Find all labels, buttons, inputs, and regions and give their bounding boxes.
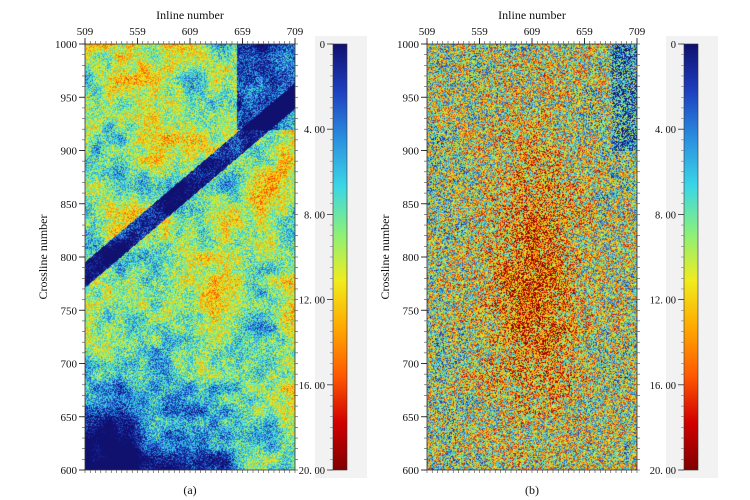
colorbar-tick-label: 8. 00 bbox=[304, 210, 325, 221]
colorbar: 0 4. 00 8. 00 12. 00 16. 00 20. 00 bbox=[650, 36, 718, 478]
x-axis-label: Inline number bbox=[498, 8, 566, 22]
heatmap-image bbox=[85, 44, 295, 470]
x-tick-label: 509 bbox=[77, 26, 94, 38]
colorbar-tick-label: 20. 00 bbox=[650, 466, 676, 477]
y-axis-label: Crossline number bbox=[36, 215, 50, 300]
colorbar-tick-label: 4. 00 bbox=[655, 125, 676, 136]
y-tick-label: 1000 bbox=[55, 39, 78, 51]
colorbar-tick-label: 0 bbox=[671, 40, 676, 51]
colorbar-gradient bbox=[683, 43, 699, 471]
heatmap-panel-a: 509 559 609 659 709 1000 950 900 850 800 750 700 650… bbox=[36, 8, 367, 497]
colorbar-tick-label: 0 bbox=[320, 40, 325, 51]
y-tick-label: 950 bbox=[403, 92, 420, 104]
x-tick-label: 609 bbox=[524, 26, 541, 38]
x-tick-label: 709 bbox=[629, 26, 646, 38]
y-tick-label: 850 bbox=[403, 199, 420, 211]
panel-label: (a) bbox=[183, 483, 196, 497]
colorbar-tick-label: 12. 00 bbox=[299, 296, 325, 307]
x-tick-label: 559 bbox=[129, 26, 146, 38]
x-tick-label: 559 bbox=[471, 26, 488, 38]
colorbar-tick-label: 20. 00 bbox=[299, 466, 325, 477]
y-tick-label: 1000 bbox=[397, 39, 420, 51]
y-tick-label: 850 bbox=[61, 199, 78, 211]
y-tick-label: 800 bbox=[403, 252, 420, 264]
colorbar-tick-label: 16. 00 bbox=[299, 381, 325, 392]
y-tick-label: 900 bbox=[403, 146, 420, 158]
y-tick-label: 650 bbox=[61, 412, 78, 424]
colorbar-gradient bbox=[332, 43, 348, 471]
x-axis-label: Inline number bbox=[156, 8, 224, 22]
panel-label: (b) bbox=[525, 483, 539, 497]
colorbar-tick-label: 8. 00 bbox=[655, 210, 676, 221]
y-tick-label: 650 bbox=[403, 412, 420, 424]
y-tick-label: 750 bbox=[61, 305, 78, 317]
y-axis-label: Crossline number bbox=[378, 215, 392, 300]
y-tick-label: 750 bbox=[403, 305, 420, 317]
y-tick-label: 950 bbox=[61, 92, 78, 104]
y-tick-label: 700 bbox=[403, 359, 420, 371]
y-tick-label: 600 bbox=[403, 465, 420, 477]
y-tick-label: 800 bbox=[61, 252, 78, 264]
x-tick-label: 659 bbox=[234, 26, 251, 38]
y-tick-label: 600 bbox=[61, 465, 78, 477]
colorbar-tick-label: 4. 00 bbox=[304, 125, 325, 136]
x-tick-label: 709 bbox=[287, 26, 304, 38]
x-tick-label: 509 bbox=[419, 26, 436, 38]
x-tick-label: 659 bbox=[576, 26, 593, 38]
colorbar-tick-label: 12. 00 bbox=[650, 296, 676, 307]
heatmap-panel-b: 509 559 609 659 709 1000 950 900 850 800 750 700 650… bbox=[378, 8, 718, 497]
y-tick-label: 900 bbox=[61, 146, 78, 158]
heatmap-image bbox=[427, 44, 637, 470]
colorbar-tick-label: 16. 00 bbox=[650, 381, 676, 392]
y-tick-label: 700 bbox=[61, 359, 78, 371]
x-tick-label: 609 bbox=[182, 26, 199, 38]
colorbar: 0 4. 00 8. 00 12. 00 16. 00 20. 00 bbox=[299, 36, 367, 478]
